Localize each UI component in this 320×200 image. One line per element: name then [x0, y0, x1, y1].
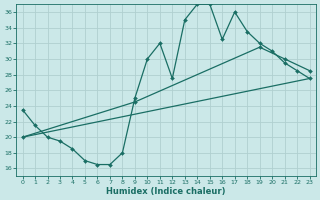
X-axis label: Humidex (Indice chaleur): Humidex (Indice chaleur) — [106, 187, 226, 196]
